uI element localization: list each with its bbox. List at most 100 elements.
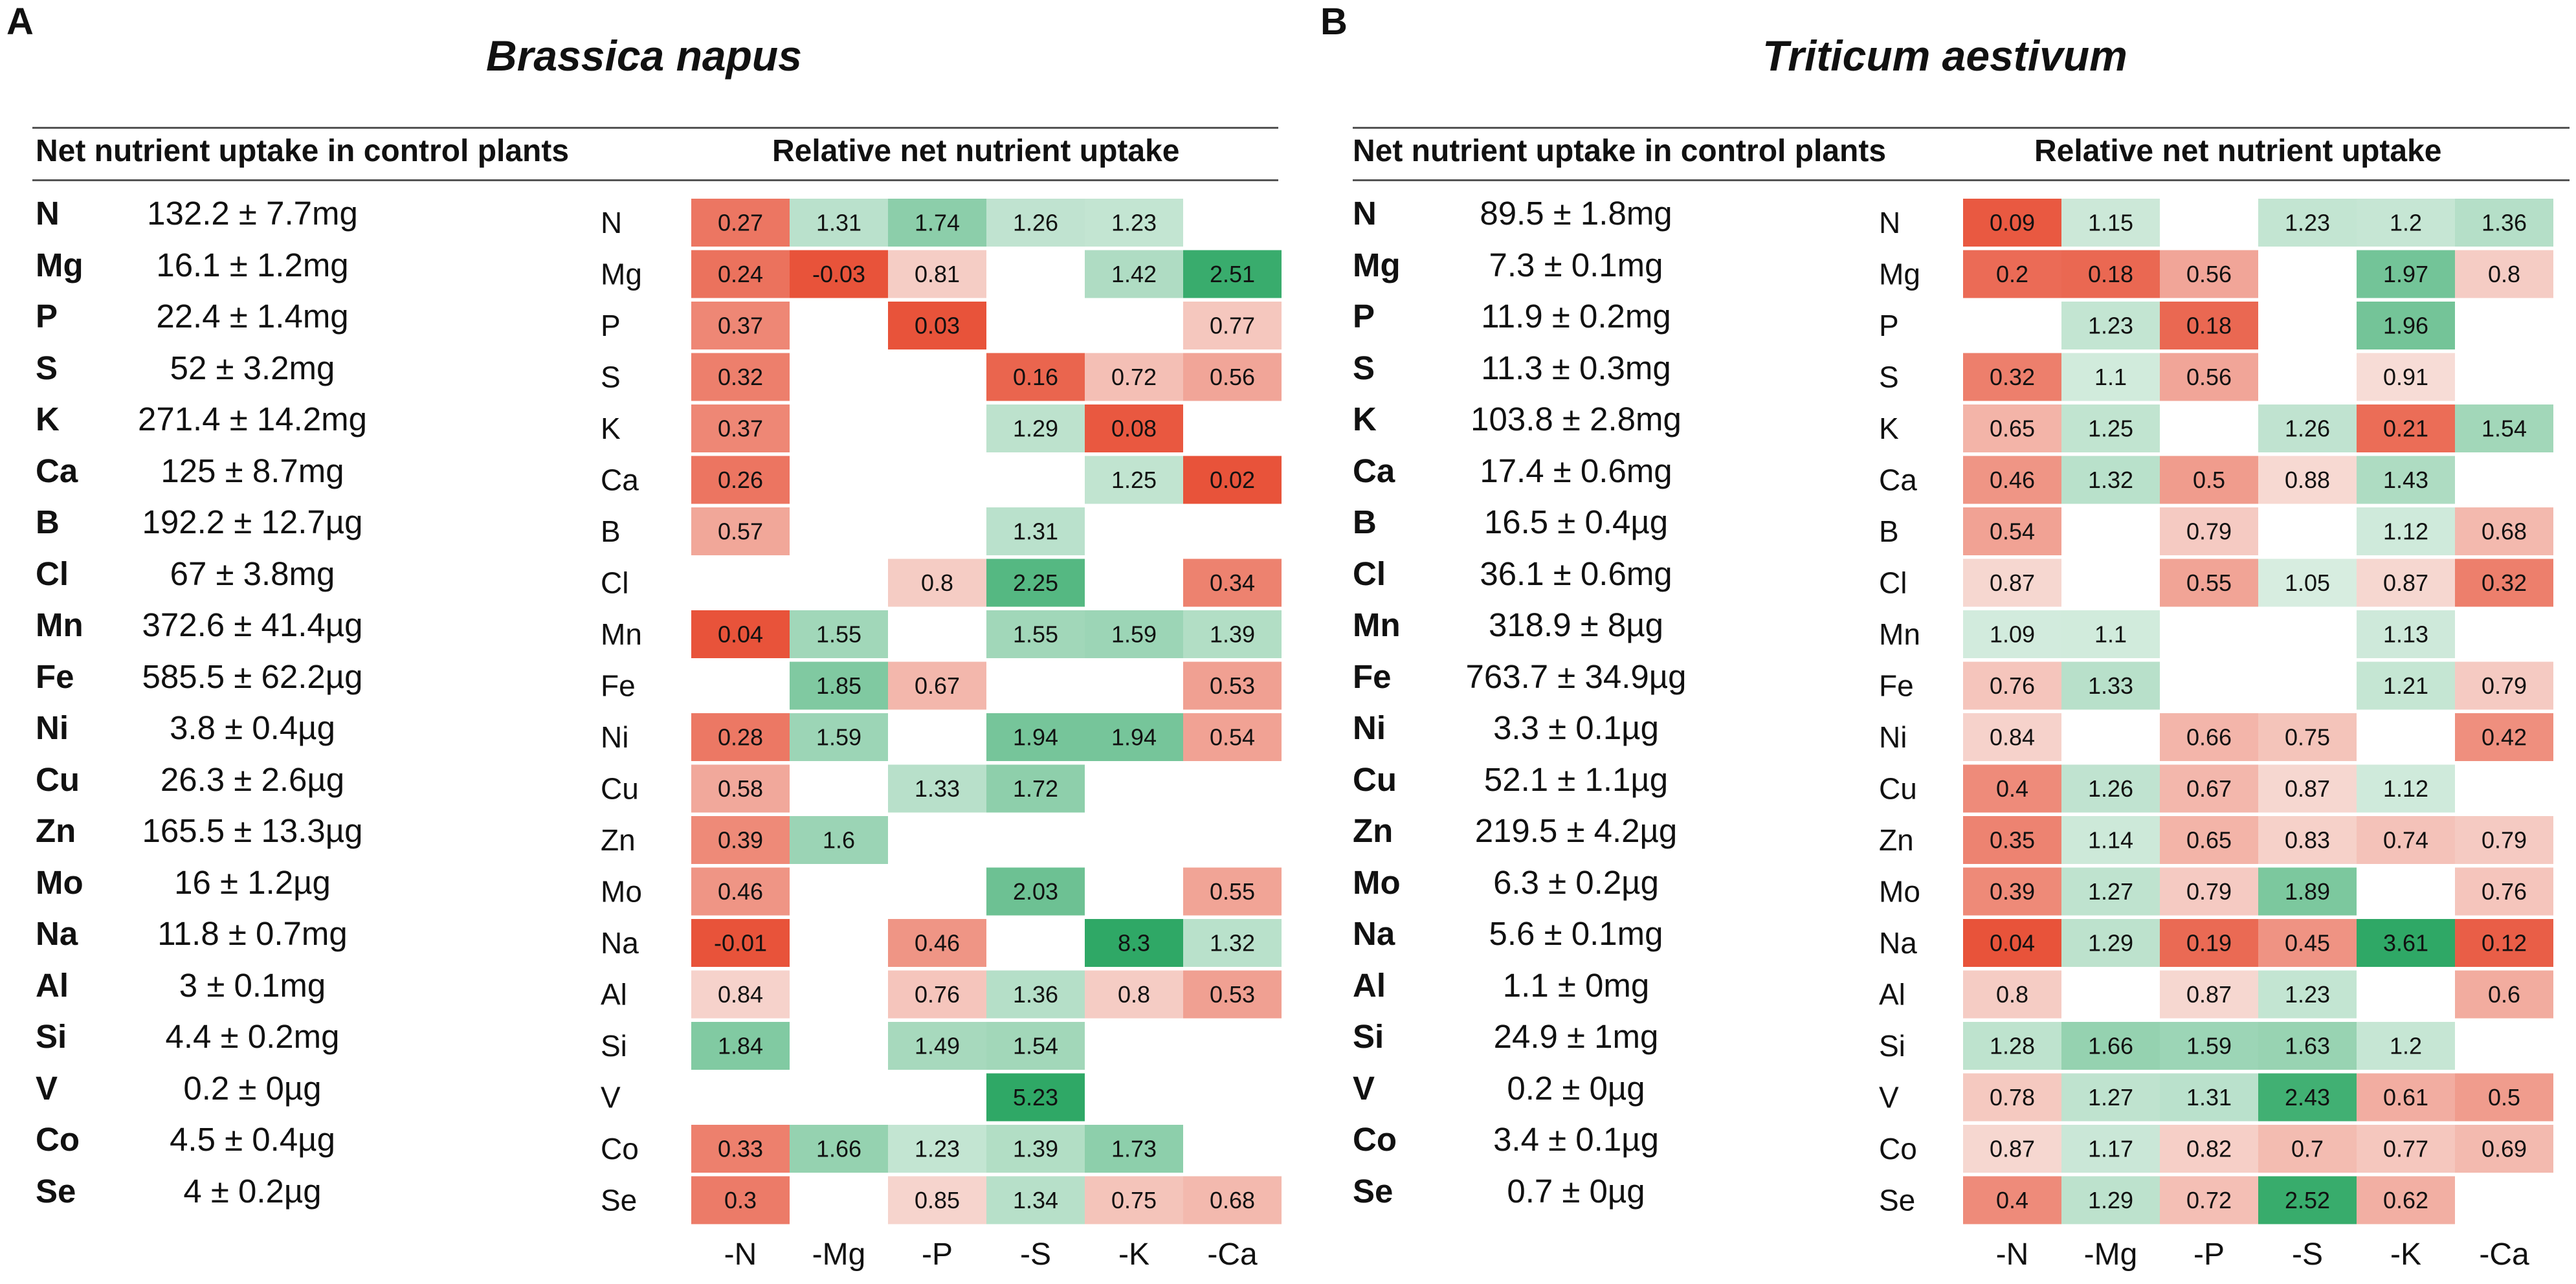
heat-cell-co-2 xyxy=(888,1125,986,1173)
heat-cell-zn-1 xyxy=(2061,816,2160,864)
heat-cell-mg-0 xyxy=(691,250,790,298)
element-name-ca: Ca xyxy=(1353,452,1395,489)
control-uptake-value-mo: 16 ± 1.2µg xyxy=(174,863,331,901)
element-name-cl: Cl xyxy=(36,555,69,592)
heat-cell-mo-2 xyxy=(2160,867,2258,916)
heat-cell-n-2 xyxy=(888,199,986,247)
heat-cell-mo-0 xyxy=(691,867,790,916)
element-name-v: V xyxy=(1353,1069,1375,1107)
heat-cell-b-5 xyxy=(2455,507,2553,555)
heat-cell-si-2 xyxy=(2160,1022,2258,1070)
heat-cell-al-0 xyxy=(691,970,790,1019)
cell-value-co-2: 1.23 xyxy=(915,1136,960,1162)
heat-cell-b-3 xyxy=(986,507,1085,555)
heat-cell-mg-2 xyxy=(2160,250,2258,298)
cell-value-mn-0: 0.04 xyxy=(718,621,763,648)
heat-cell-zn-5 xyxy=(2455,816,2553,864)
heat-cell-fe-2 xyxy=(888,661,986,710)
cell-value-v-4: 0.61 xyxy=(2383,1084,2428,1111)
cell-value-p-2: 0.18 xyxy=(2186,313,2232,339)
cell-value-mo-5: 0.55 xyxy=(1210,878,1255,905)
column-label-4: -K xyxy=(2390,1237,2421,1272)
header-rule-b xyxy=(1353,179,2570,181)
cell-value-cl-5: 0.34 xyxy=(1210,570,1255,596)
heat-cell-s-2 xyxy=(2160,353,2258,401)
heat-cell-n-4 xyxy=(2357,199,2455,247)
cell-value-mn-5: 1.39 xyxy=(1210,621,1255,648)
control-uptake-value-na: 11.8 ± 0.7mg xyxy=(157,915,348,952)
heat-cell-mn-5 xyxy=(1183,610,1282,658)
heat-cell-v-3 xyxy=(986,1073,1085,1122)
cell-value-b-5: 0.68 xyxy=(2482,518,2527,545)
heat-cell-k-0 xyxy=(691,404,790,452)
element-name-cu: Cu xyxy=(1353,760,1397,798)
cell-value-mg-0: 0.24 xyxy=(718,261,763,287)
heat-cell-n-0 xyxy=(1963,199,2061,247)
control-uptake-value-ca: 125 ± 8.7mg xyxy=(161,452,344,489)
heat-cell-se-0 xyxy=(691,1176,790,1224)
cell-value-mg-4: 1.97 xyxy=(2383,261,2428,287)
heat-cell-mg-4 xyxy=(1085,250,1183,298)
heat-cell-cl-3 xyxy=(2258,559,2357,607)
heat-cell-b-0 xyxy=(691,507,790,555)
cell-value-mn-4: 1.13 xyxy=(2383,621,2428,648)
heat-cell-ca-0 xyxy=(1963,456,2061,504)
heat-cell-se-2 xyxy=(2160,1176,2258,1224)
cell-value-k-4: 0.21 xyxy=(2383,415,2428,442)
row-label-zn: Zn xyxy=(601,823,636,857)
cell-value-p-1: 1.23 xyxy=(2088,313,2133,339)
cell-value-s-0: 0.32 xyxy=(1990,364,2035,390)
row-label-b: B xyxy=(1879,515,1899,548)
cell-value-co-0: 0.33 xyxy=(718,1136,763,1162)
element-name-se: Se xyxy=(1353,1172,1393,1210)
row-label-co: Co xyxy=(601,1132,639,1166)
cell-value-s-4: 0.91 xyxy=(2383,364,2428,390)
control-uptake-value-ni: 3.3 ± 0.1µg xyxy=(1493,709,1659,746)
cell-value-fe-2: 0.67 xyxy=(915,672,960,699)
row-label-zn: Zn xyxy=(1879,823,1914,857)
cell-value-cl-3: 1.05 xyxy=(2285,570,2330,596)
heat-cell-na-2 xyxy=(888,919,986,967)
cell-value-al-4: 0.8 xyxy=(1118,981,1150,1008)
cell-value-v-3: 2.43 xyxy=(2285,1084,2330,1111)
cell-value-fe-5: 0.79 xyxy=(2482,672,2527,699)
cell-value-mg-2: 0.81 xyxy=(915,261,960,287)
row-label-na: Na xyxy=(1879,926,1917,960)
row-label-p: P xyxy=(601,309,621,342)
heatmap-b: N 0.09 1.15 1.23 1.2 1.36 Mg 0.2 0.18 0.56 1.97 0.8… xyxy=(1879,199,2553,1272)
heat-cell-cu-4 xyxy=(2357,764,2455,813)
cell-value-se-0: 0.3 xyxy=(724,1187,757,1213)
heat-cell-ca-4 xyxy=(1085,456,1183,504)
cell-value-ni-3: 1.94 xyxy=(1013,724,1058,751)
heat-cell-al-5 xyxy=(1183,970,1282,1019)
heat-cell-n-3 xyxy=(2258,199,2357,247)
cell-value-se-4: 0.62 xyxy=(2383,1187,2428,1213)
heat-cell-na-4 xyxy=(2357,919,2455,967)
element-name-al: Al xyxy=(1353,966,1386,1004)
heat-cell-al-5 xyxy=(2455,970,2553,1019)
heat-cell-na-1 xyxy=(2061,919,2160,967)
cell-value-na-2: 0.46 xyxy=(915,930,960,957)
element-name-v: V xyxy=(36,1069,58,1107)
cell-value-si-4: 1.2 xyxy=(2390,1033,2422,1059)
heat-cell-mn-4 xyxy=(2357,610,2455,658)
cell-value-fe-4: 1.21 xyxy=(2383,672,2428,699)
cell-value-fe-5: 0.53 xyxy=(1210,672,1255,699)
heat-cell-ni-3 xyxy=(2258,713,2357,761)
cell-value-mg-5: 0.8 xyxy=(2488,261,2520,287)
element-name-zn: Zn xyxy=(36,812,76,849)
cell-value-n-5: 1.36 xyxy=(2482,210,2527,236)
heat-cell-co-1 xyxy=(790,1125,888,1173)
cell-value-b-3: 1.31 xyxy=(1013,518,1058,545)
relative-header-a: Relative net nutrient uptake xyxy=(772,134,1180,168)
heat-cell-na-3 xyxy=(2258,919,2357,967)
heat-cell-k-5 xyxy=(2455,404,2553,452)
heat-cell-al-4 xyxy=(1085,970,1183,1019)
control-uptake-value-p: 22.4 ± 1.4mg xyxy=(156,298,349,335)
row-label-mn: Mn xyxy=(1879,617,1920,651)
cell-value-s-5: 0.56 xyxy=(1210,364,1255,390)
cell-value-k-4: 0.08 xyxy=(1111,415,1157,442)
heat-cell-mg-1 xyxy=(2061,250,2160,298)
heat-cell-cl-0 xyxy=(1963,559,2061,607)
heat-cell-s-0 xyxy=(1963,353,2061,401)
